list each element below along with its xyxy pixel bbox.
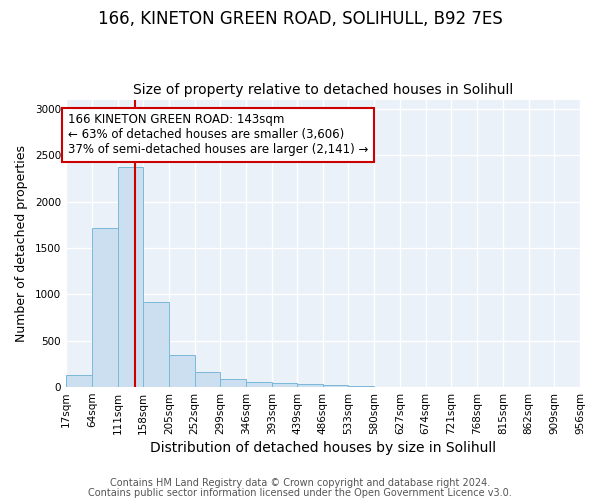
Text: Contains public sector information licensed under the Open Government Licence v3: Contains public sector information licen… (88, 488, 512, 498)
Title: Size of property relative to detached houses in Solihull: Size of property relative to detached ho… (133, 83, 513, 97)
Bar (220, 378, 246, 387)
Bar (92, 228, 118, 387)
Text: 166 KINETON GREEN ROAD: 143sqm
← 63% of detached houses are smaller (3,606)
37% : 166 KINETON GREEN ROAD: 143sqm ← 63% of … (68, 114, 368, 156)
Text: Contains HM Land Registry data © Crown copyright and database right 2024.: Contains HM Land Registry data © Crown c… (110, 478, 490, 488)
Bar (169, 354, 194, 387)
Bar (118, 168, 143, 387)
Bar (297, 384, 323, 387)
X-axis label: Distribution of detached houses by size in Solihull: Distribution of detached houses by size … (150, 441, 496, 455)
Bar (272, 383, 297, 387)
Bar (143, 302, 169, 387)
Bar (66, 375, 92, 387)
Bar (194, 372, 220, 387)
Text: 166, KINETON GREEN ROAD, SOLIHULL, B92 7ES: 166, KINETON GREEN ROAD, SOLIHULL, B92 7… (98, 10, 502, 28)
Bar (246, 382, 272, 387)
Bar (349, 386, 374, 387)
Bar (323, 385, 349, 387)
Y-axis label: Number of detached properties: Number of detached properties (15, 145, 28, 342)
